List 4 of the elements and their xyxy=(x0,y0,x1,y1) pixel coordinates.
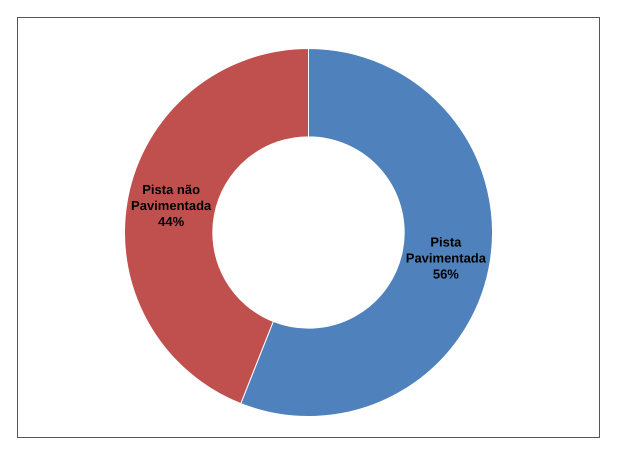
slice-label: Pista Pavimentada xyxy=(406,234,487,266)
slice-label: Pista não Pavimentada xyxy=(131,182,212,213)
data-label: 44% xyxy=(158,214,185,229)
data-label: 56% xyxy=(432,266,460,282)
